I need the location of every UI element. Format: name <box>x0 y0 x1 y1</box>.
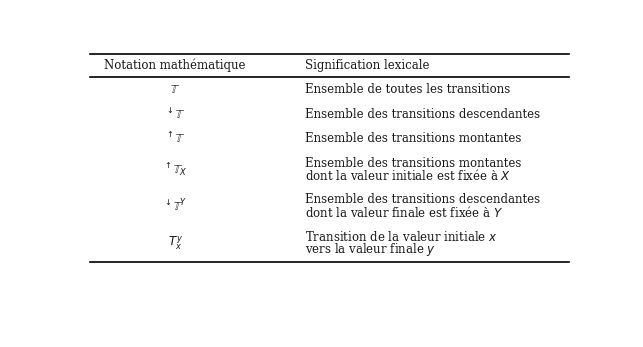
Text: Ensemble de toutes les transitions: Ensemble de toutes les transitions <box>305 83 510 96</box>
Text: Ensemble des transitions montantes: Ensemble des transitions montantes <box>305 132 521 145</box>
Text: Ensemble des transitions descendantes: Ensemble des transitions descendantes <box>305 108 539 120</box>
Text: Ensemble des transitions descendantes: Ensemble des transitions descendantes <box>305 194 539 206</box>
Text: $T_{x}^{y}$: $T_{x}^{y}$ <box>168 234 183 252</box>
Text: $\mathbb{T}$: $\mathbb{T}$ <box>170 83 180 96</box>
Text: $^{\downarrow}\mathbb{T}^{Y}$: $^{\downarrow}\mathbb{T}^{Y}$ <box>163 198 187 214</box>
Text: Ensemble des transitions montantes: Ensemble des transitions montantes <box>305 156 521 170</box>
Text: Signification lexicale: Signification lexicale <box>305 59 429 72</box>
Text: Notation mathématique: Notation mathématique <box>104 59 246 72</box>
Text: dont la valeur finale est fixée à $Y$: dont la valeur finale est fixée à $Y$ <box>305 205 503 220</box>
Text: $^{\downarrow}\mathbb{T}$: $^{\downarrow}\mathbb{T}$ <box>165 107 185 122</box>
Text: $^{\uparrow}\mathbb{T}$: $^{\uparrow}\mathbb{T}$ <box>165 131 185 146</box>
Text: vers la valeur finale $y$: vers la valeur finale $y$ <box>305 241 435 258</box>
Text: dont la valeur initiale est fixée à $X$: dont la valeur initiale est fixée à $X$ <box>305 168 511 183</box>
Text: Transition de la valeur initiale $x$: Transition de la valeur initiale $x$ <box>305 230 497 244</box>
Text: $^{\uparrow}\mathbb{T}_{X}$: $^{\uparrow}\mathbb{T}_{X}$ <box>163 161 187 178</box>
